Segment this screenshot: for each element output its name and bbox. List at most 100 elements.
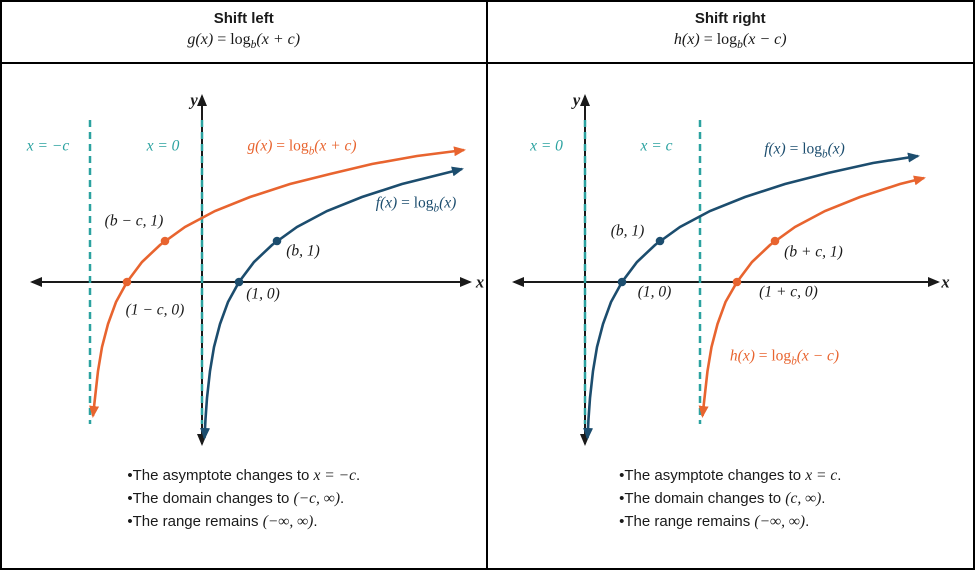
note-asymptote: •The asymptote changes to x = −c. — [127, 464, 360, 487]
curve-label-mid: = log — [397, 194, 434, 212]
curve-label-base: b — [308, 145, 315, 158]
note-range: •The range remains (−∞, ∞). — [127, 510, 360, 533]
shifted-curve-label: h(x) = logb(x − c) — [730, 347, 839, 370]
note-domain: •The domain changes to (c, ∞). — [619, 487, 841, 510]
bullet-marker: • — [127, 513, 133, 530]
curve-label-rhs: (x) — [827, 140, 845, 158]
point-b-1 — [272, 236, 282, 246]
point-label-1-0: (1, 0) — [637, 283, 672, 301]
y-axis-label: y — [190, 90, 198, 110]
point-label-1-0: (1, 0) — [246, 285, 280, 303]
formula-base: b — [250, 39, 257, 52]
panel-title-left: Shift left — [213, 10, 274, 27]
parent-log-curve — [582, 152, 920, 440]
note-text: The range remains — [132, 513, 263, 530]
point-label-1-minus-c-0: (1 − c, 0) — [125, 301, 185, 319]
point-1-0 — [617, 277, 626, 287]
notes-right: •The asymptote changes to x = c. •The do… — [619, 464, 841, 533]
graph-shift-left: y x x = −c x = 0 g(x) = logb(x + c) f(x)… — [2, 64, 486, 458]
note-math: (−∞, ∞) — [262, 513, 314, 530]
asymptote-label-x-equals-minus-c: x = −c — [26, 137, 70, 155]
shifted-curve-label: g(x) = logb(x + c) — [247, 137, 356, 160]
curve-label-base: b — [433, 202, 440, 215]
note-math: (−∞, ∞) — [754, 513, 806, 530]
note-text: The domain changes to — [132, 490, 294, 507]
bullet-marker: • — [127, 467, 133, 484]
formula-rhs: (x − c) — [742, 31, 787, 48]
header-shift-right: Shift right h(x) = logb(x − c) — [487, 2, 974, 64]
graph-canvas-left — [30, 94, 472, 446]
panel-shift-left: y x x = −c x = 0 g(x) = logb(x + c) f(x)… — [2, 64, 488, 568]
notes-left: •The asymptote changes to x = −c. •The d… — [127, 464, 360, 533]
y-axis-label: y — [572, 90, 581, 110]
point-1-plus-c-0 — [732, 277, 741, 287]
note-math: x = c — [805, 467, 838, 484]
curve-label-lhs: g(x) — [247, 137, 273, 155]
curve-label-lhs: h(x) — [729, 347, 755, 365]
note-period: . — [340, 490, 345, 507]
curve-label-base: b — [822, 148, 828, 161]
shifted-log-curve — [89, 146, 466, 418]
point-1-minus-c-0 — [122, 277, 132, 287]
note-math: x = −c — [313, 467, 356, 484]
formula-rhs: (x + c) — [256, 31, 301, 48]
note-math: (−c, ∞) — [293, 490, 341, 507]
point-label-1-plus-c-0: (1 + c, 0) — [759, 283, 818, 301]
note-text: The asymptote changes to — [624, 467, 806, 484]
curve-label-rhs: (x) — [439, 194, 457, 212]
curve-label-lhs: f(x) — [375, 194, 398, 212]
point-label-b-1: (b, 1) — [286, 242, 320, 260]
bullet-marker: • — [127, 490, 133, 507]
point-label-b-minus-c-1: (b − c, 1) — [104, 212, 164, 230]
panel-shift-right: y x x = 0 x = c f(x) = logb(x) h(x) = lo… — [488, 64, 974, 568]
formula-mid: = log — [213, 31, 251, 48]
point-b-1 — [655, 236, 664, 246]
bullet-marker: • — [619, 490, 625, 507]
note-math: (c, ∞) — [785, 490, 822, 507]
x-axis-label: x — [941, 272, 950, 292]
shifted-log-curve — [698, 175, 926, 418]
curve-label-mid: = log — [785, 140, 823, 158]
point-b-minus-c-1 — [160, 236, 170, 246]
curve-label-rhs: (x − c) — [796, 347, 840, 365]
curve-label-rhs: (x + c) — [314, 137, 357, 155]
note-period: . — [837, 467, 842, 484]
panel-title-right: Shift right — [694, 10, 766, 27]
note-text: The range remains — [624, 513, 755, 530]
header-shift-left: Shift left g(x) = logb(x + c) — [2, 2, 488, 64]
graph-shift-right: y x x = 0 x = c f(x) = logb(x) h(x) = lo… — [488, 64, 974, 458]
curve-label-base: b — [791, 355, 797, 368]
note-text: The domain changes to — [624, 490, 786, 507]
point-1-0 — [234, 277, 244, 287]
graph-canvas-right — [511, 94, 940, 446]
formula-base: b — [737, 39, 743, 52]
bullet-marker: • — [619, 513, 625, 530]
curve-label-lhs: f(x) — [764, 140, 786, 158]
point-label-b-1: (b, 1) — [610, 222, 645, 240]
point-label-b-plus-c-1: (b + c, 1) — [784, 243, 843, 261]
formula-mid: = log — [699, 31, 738, 48]
note-period: . — [821, 490, 826, 507]
note-domain: •The domain changes to (−c, ∞). — [127, 487, 360, 510]
bullet-marker: • — [619, 467, 625, 484]
parent-curve-label: f(x) = logb(x) — [764, 140, 845, 163]
formula-lhs: h(x) — [673, 31, 700, 48]
asymptote-label-x-equals-0: x = 0 — [530, 137, 563, 155]
note-asymptote: •The asymptote changes to x = c. — [619, 464, 841, 487]
curve-label-mid: = log — [754, 347, 792, 365]
panel-formula-right: h(x) = logb(x − c) — [488, 31, 974, 51]
parent-curve-label: f(x) = logb(x) — [376, 194, 457, 217]
note-period: . — [313, 513, 318, 530]
point-b-plus-c-1 — [770, 236, 779, 246]
asymptote-label-x-equals-0: x = 0 — [146, 137, 180, 155]
asymptote-label-x-equals-c: x = c — [640, 137, 673, 155]
note-range: •The range remains (−∞, ∞). — [619, 510, 841, 533]
note-period: . — [805, 513, 810, 530]
formula-lhs: g(x) — [187, 31, 214, 48]
x-axis-label: x — [475, 272, 485, 292]
note-period: . — [355, 467, 361, 484]
curve-label-mid: = log — [272, 137, 309, 155]
note-text: The asymptote changes to — [132, 467, 314, 484]
panel-formula-left: g(x) = logb(x + c) — [2, 31, 486, 51]
